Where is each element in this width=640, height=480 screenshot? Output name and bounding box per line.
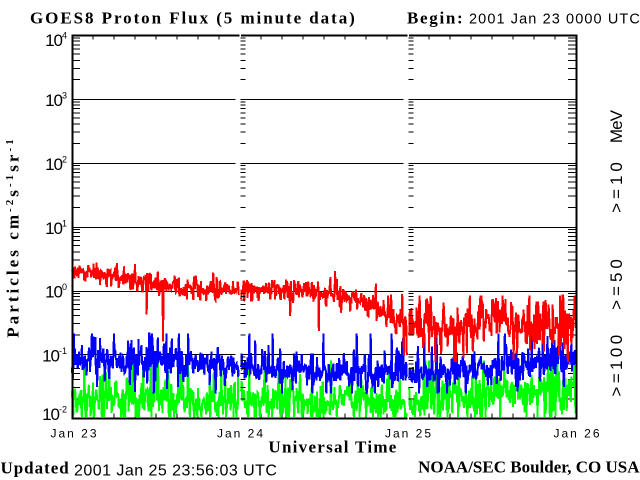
svg-text:Jan 26: Jan 26 — [553, 427, 601, 441]
svg-text:Particles cm-2s-1sr-1: Particles cm-2s-1sr-1 — [4, 136, 23, 338]
svg-text:2001 Jan 23 0000 UTC: 2001 Jan 23 0000 UTC — [469, 12, 640, 28]
svg-text:104: 104 — [45, 30, 67, 50]
svg-text:100: 100 — [45, 282, 67, 302]
svg-text:Begin:: Begin: — [407, 9, 464, 28]
svg-text:Universal Time: Universal Time — [268, 438, 397, 457]
svg-text:>=50: >=50 — [607, 255, 626, 310]
svg-text:101: 101 — [45, 218, 67, 238]
svg-text:Jan 25: Jan 25 — [385, 427, 433, 441]
svg-text:MeV: MeV — [607, 109, 626, 143]
svg-text:Updated: Updated — [1, 459, 70, 478]
svg-text:103: 103 — [45, 91, 67, 111]
svg-text:2001 Jan 25 23:56:03 UTC: 2001 Jan 25 23:56:03 UTC — [74, 463, 277, 480]
svg-text:Jan 24: Jan 24 — [217, 427, 265, 441]
svg-text:GOES8 Proton Flux (5 minute da: GOES8 Proton Flux (5 minute data) — [30, 9, 357, 28]
svg-text:>=10: >=10 — [607, 158, 626, 213]
svg-text:NOAA/SEC Boulder, CO USA: NOAA/SEC Boulder, CO USA — [418, 458, 640, 477]
svg-text:102: 102 — [45, 155, 67, 175]
svg-text:Jan 23: Jan 23 — [50, 427, 98, 441]
svg-text:>=100: >=100 — [607, 331, 626, 396]
